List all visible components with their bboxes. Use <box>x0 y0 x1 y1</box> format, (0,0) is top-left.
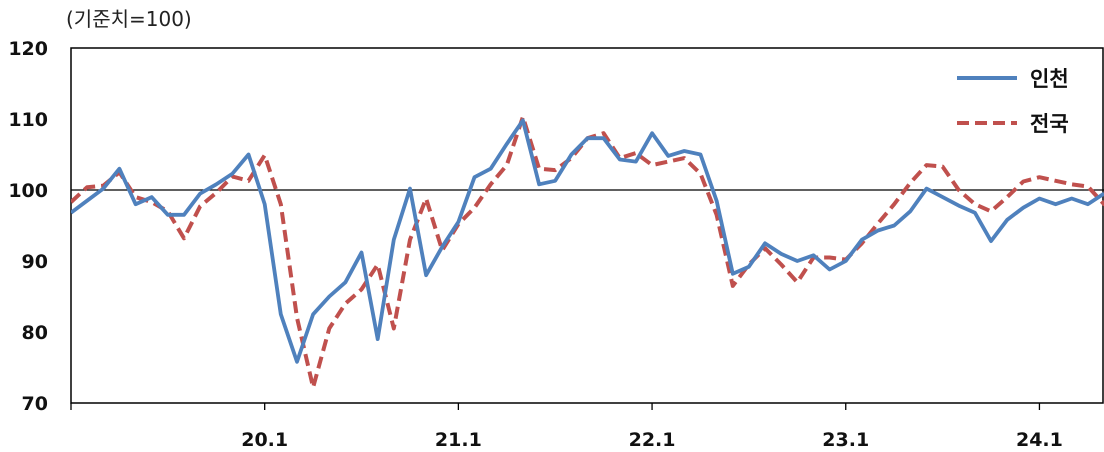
y-tick-label: 120 <box>8 38 48 60</box>
x-tick-label: 20.1 <box>241 429 288 451</box>
y-axis: 70 80 90 100 110 120 <box>8 38 48 415</box>
y-tick-label: 80 <box>22 322 48 344</box>
plot-frame <box>70 47 1104 404</box>
series-line-national <box>71 114 1104 390</box>
y-tick-label: 90 <box>22 251 48 273</box>
plot-area <box>70 47 1104 404</box>
x-tick-label: 22.1 <box>629 429 676 451</box>
y-tick-label: 110 <box>8 109 48 131</box>
series-line-incheon <box>71 118 1104 364</box>
legend-label: 인천 <box>1030 67 1069 91</box>
legend-label: 전국 <box>1030 112 1069 136</box>
series-layer <box>71 114 1104 390</box>
y-tick-label: 100 <box>8 180 48 202</box>
x-axis: 20.1 21.1 22.1 23.1 24.1 <box>70 403 1063 451</box>
x-tick-label: 21.1 <box>435 429 482 451</box>
x-tick-label: 24.1 <box>1016 429 1063 451</box>
y-tick-label: 70 <box>22 393 48 415</box>
unit-label: (기준치=100) <box>66 7 192 31</box>
x-tick-label: 23.1 <box>822 429 869 451</box>
